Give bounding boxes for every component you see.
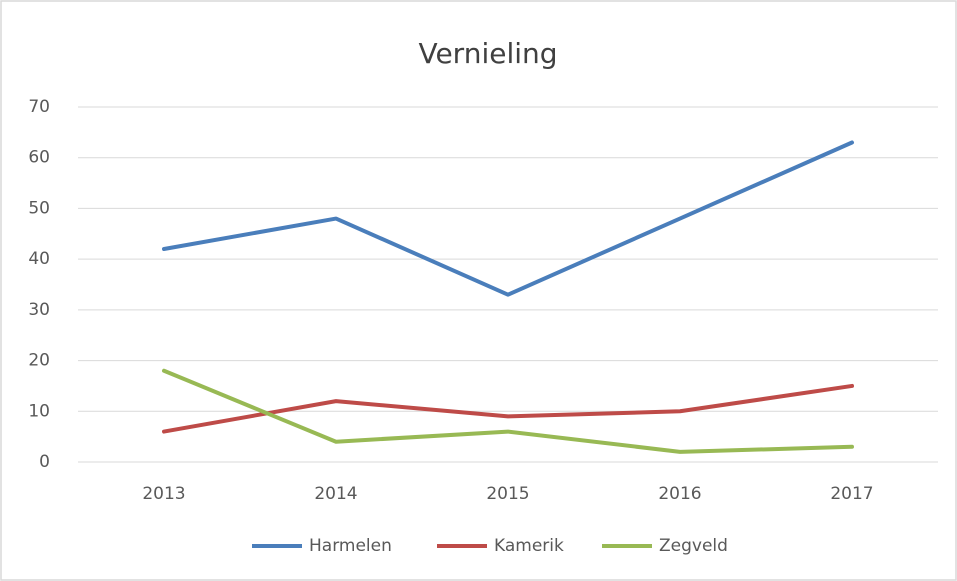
y-tick-label: 30	[28, 300, 50, 320]
y-tick-label: 20	[28, 351, 50, 371]
legend-label: Zegveld	[659, 536, 728, 556]
y-tick-label: 40	[28, 249, 50, 269]
x-tick-label: 2016	[658, 484, 701, 504]
x-tick-label: 2014	[314, 484, 357, 504]
chart-title: Vernieling	[418, 37, 557, 70]
y-tick-label: 60	[28, 148, 50, 168]
data-line	[162, 140, 854, 297]
x-tick-label: 2017	[830, 484, 873, 504]
y-tick-label: 0	[39, 452, 50, 472]
x-tick-label: 2015	[486, 484, 529, 504]
data-line	[162, 368, 854, 454]
x-tick-label: 2013	[142, 484, 185, 504]
y-tick-label: 50	[28, 198, 50, 218]
y-tick-label: 70	[28, 97, 50, 117]
data-line	[162, 383, 854, 434]
legend-label: Harmelen	[309, 536, 392, 556]
legend-label: Kamerik	[494, 536, 564, 556]
y-tick-label: 10	[28, 401, 50, 421]
